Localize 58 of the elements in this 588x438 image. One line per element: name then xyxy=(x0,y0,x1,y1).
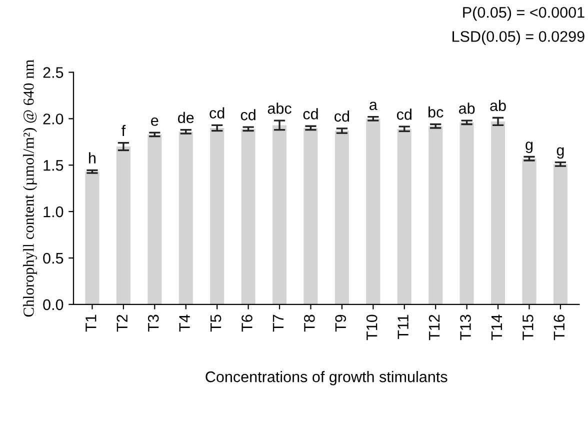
x-tick-label: T5 xyxy=(210,314,222,332)
data-label: abc xyxy=(268,102,292,114)
x-tick-label: T16 xyxy=(554,314,565,340)
data-label: e xyxy=(151,118,158,126)
x-tick-label: T14 xyxy=(491,314,502,340)
data-label: cd xyxy=(303,108,318,120)
bar xyxy=(272,125,287,304)
bar xyxy=(148,134,162,304)
bar xyxy=(397,128,412,304)
y-tick-label: 0.5 xyxy=(43,252,64,264)
x-tick-label: T13 xyxy=(460,314,471,340)
bar xyxy=(304,128,318,304)
y-tick-label: 0.0 xyxy=(43,299,64,310)
data-label: cd xyxy=(210,107,224,118)
text: LSD(0.05) = 0.0299 xyxy=(452,30,584,45)
data-label: f xyxy=(122,124,126,136)
data-label: cd xyxy=(240,109,256,120)
data-label: g xyxy=(556,147,564,159)
x-tick-label: T6 xyxy=(242,314,252,332)
bar xyxy=(428,126,443,304)
x-axis-title: Concentrations of growth stimulants xyxy=(206,371,448,386)
data-label: ab xyxy=(458,102,475,114)
x-tick-label: T9 xyxy=(335,314,346,332)
x-tick-label: T1 xyxy=(86,314,96,332)
data-label: bc xyxy=(428,106,444,118)
y-tick-label: 1.5 xyxy=(44,160,64,171)
data-label: cd xyxy=(334,110,350,122)
x-tick-label: T7 xyxy=(272,314,284,332)
data-label: g xyxy=(526,142,532,154)
bar xyxy=(241,128,256,304)
y-tick-label: 2.5 xyxy=(43,67,64,78)
bar xyxy=(116,146,130,304)
x-tick-label: T3 xyxy=(148,314,159,332)
x-tick-label: T15 xyxy=(522,314,534,340)
y-tick-label: 1.0 xyxy=(44,206,64,218)
x-tick-label: T11 xyxy=(398,314,408,339)
x-tick-label: T4 xyxy=(179,314,190,332)
data-label: de xyxy=(178,112,194,124)
bar xyxy=(553,164,568,304)
bar xyxy=(491,121,506,304)
y-axis-title: Chlorophyll content (µmol/m²) @ 640 nm xyxy=(23,60,37,317)
data-label: a xyxy=(370,102,378,110)
data-label: ab xyxy=(490,100,506,112)
x-tick-label: T12 xyxy=(428,314,440,340)
data-label: cd xyxy=(396,108,412,120)
bar xyxy=(210,128,224,304)
x-tick-label: T8 xyxy=(304,314,315,332)
x-tick-label: T10 xyxy=(366,314,378,340)
bar xyxy=(178,132,193,304)
x-tick-label: T2 xyxy=(116,314,128,332)
text: P(0.05) = <0.0001 xyxy=(463,6,584,21)
bar xyxy=(366,118,380,304)
bar xyxy=(334,130,349,304)
y-tick-label: 2.0 xyxy=(43,114,64,124)
bar xyxy=(460,122,474,304)
data-label: h xyxy=(89,152,96,164)
bar xyxy=(522,158,536,304)
bar xyxy=(85,172,100,304)
